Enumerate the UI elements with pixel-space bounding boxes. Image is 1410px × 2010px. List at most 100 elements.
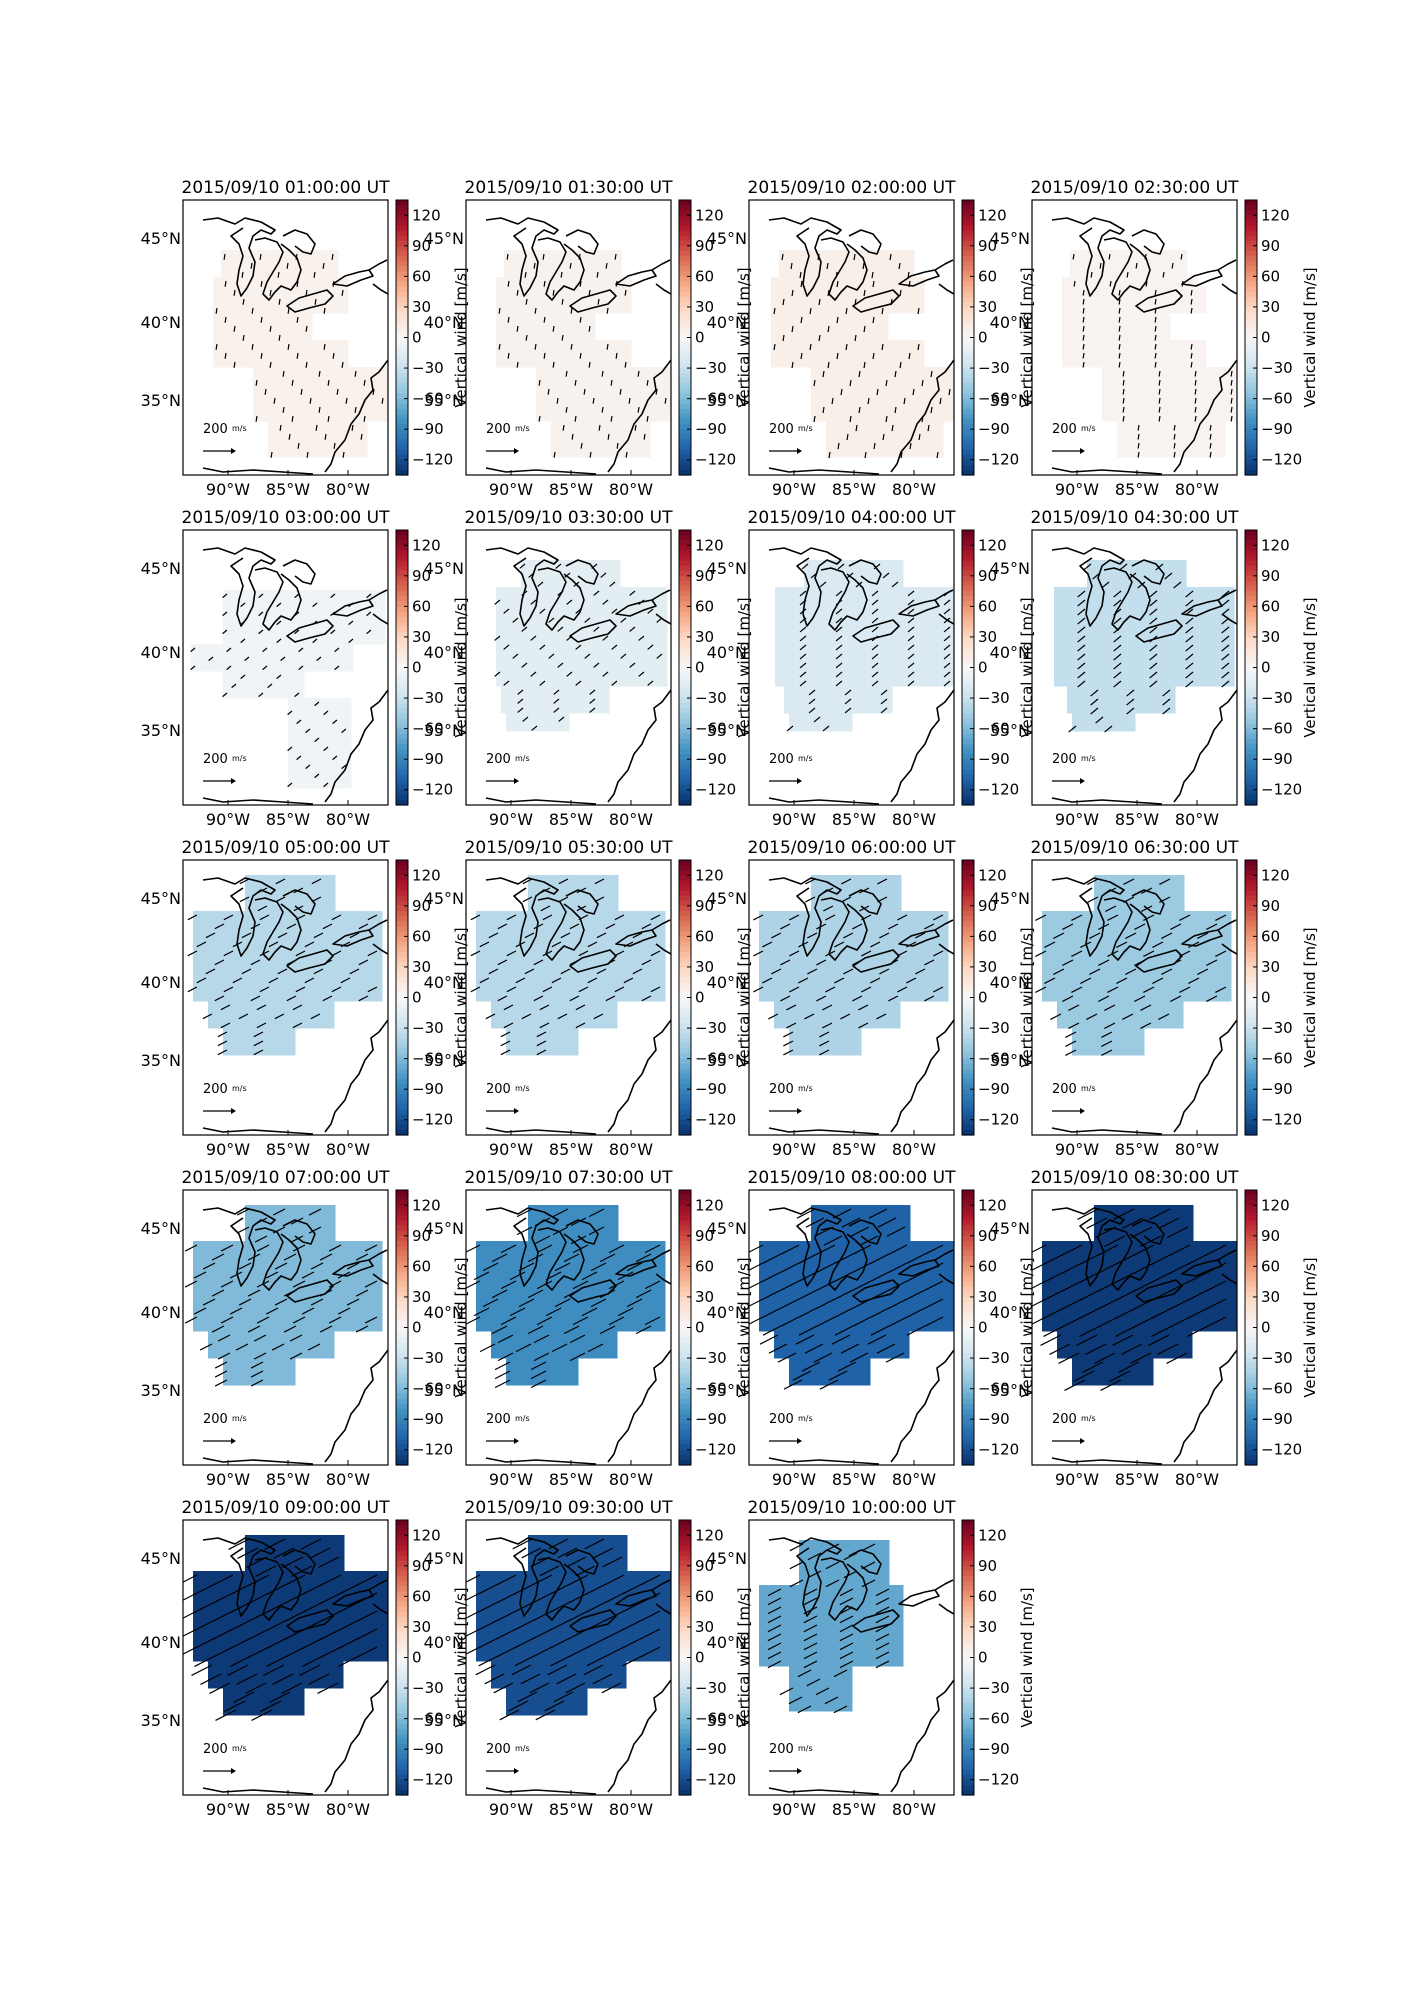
wind-cell [476,992,486,1002]
wind-cell [231,295,241,305]
wind-arrow [1161,932,1173,939]
wind-cell [939,974,949,984]
wind-cell [834,340,844,350]
wind-cell [622,632,632,642]
wind-cell [1201,376,1211,386]
wind-cell [1108,659,1118,669]
wind-cell [532,304,542,314]
wind-cell [810,1010,820,1020]
wind-cell [1117,659,1127,669]
wind-cell [1060,992,1070,1002]
wind-cell [539,920,549,930]
wind-cell [496,650,506,660]
wind-arrow [846,572,854,579]
wind-cell [1178,268,1188,278]
wind-arrow [557,590,564,596]
wind-cell [1112,695,1122,705]
wind-cell [604,659,614,669]
wind-cell [590,376,600,386]
wind-cell [879,304,889,314]
wind-cell [569,439,579,449]
wind-cell [503,947,513,957]
wind-cell [1169,268,1179,278]
wind-cell [333,716,343,726]
wind-cell [193,920,203,930]
wind-cell [532,322,542,332]
wind-cell [647,947,657,957]
wind-cell [536,403,546,413]
wind-cell [222,340,232,350]
wind-arrow [578,986,589,993]
wind-cell [303,313,313,323]
wind-arrow [828,451,831,459]
wind-arrow [516,289,519,296]
wind-cell [1135,596,1145,606]
wind-cell [322,448,332,458]
wind-arrow [273,397,276,404]
wind-cell [539,983,549,993]
wind-cell [283,929,293,939]
wind-cell [1150,929,1160,939]
wind-arrow [542,253,545,260]
wind-cell [910,394,920,404]
wind-cell [319,938,329,948]
wind-arrow [1185,626,1194,634]
wind-cell [892,394,902,404]
wind-cell [870,295,880,305]
wind-arrow [538,379,541,386]
wind-cell [1222,956,1232,966]
wind-arrow [1173,424,1176,431]
wind-cell [1117,421,1127,431]
wind-cell [780,331,790,341]
wind-cell [1112,704,1122,714]
wind-cell [840,911,850,921]
wind-arrow [531,725,538,731]
wind-arrow [1101,1040,1113,1047]
wind-cell [286,608,296,618]
wind-cell [285,286,295,296]
colorbar-label: Vertical wind [m/s] [452,597,470,737]
wind-cell [256,920,266,930]
wind-cell [563,385,573,395]
wind-cell [611,938,621,948]
wind-cell [600,884,610,894]
wind-cell [515,1028,525,1038]
wind-cell [542,1046,552,1056]
wind-cell [620,974,630,984]
wind-cell [874,668,884,678]
colorbar-tick-label: 120 [412,206,441,224]
wind-cell [506,722,516,732]
wind-cell [649,659,659,669]
wind-arrow [1158,1013,1170,1020]
wind-arrow [524,932,535,939]
wind-cell [768,929,778,939]
wind-cell [856,403,866,413]
wind-cell [825,322,835,332]
wind-cell [315,725,325,735]
wind-cell [1216,614,1226,624]
wind-arrow [589,451,592,458]
wind-cell [612,250,622,260]
wind-arrow [342,451,345,458]
wind-cell [584,569,594,579]
wind-cell [1165,1001,1175,1011]
wind-cell [476,929,486,939]
wind-arrow [233,289,236,296]
wind-cell [575,560,585,570]
wind-cell [313,626,323,636]
wind-cell [851,268,861,278]
wind-cell [476,956,486,966]
wind-arrow [863,289,866,297]
wind-cell [1142,250,1152,260]
wind-cell [1141,560,1151,570]
wind-cell [1147,1001,1157,1011]
wind-arrow [296,280,299,287]
wind-cell [811,394,821,404]
wind-cell [339,358,349,368]
wind-cell [595,668,605,678]
wind-cell [262,1001,272,1011]
wind-cell [1195,974,1205,984]
wind-cell [582,686,592,696]
wind-cell [373,974,383,984]
wind-cell [915,349,925,359]
